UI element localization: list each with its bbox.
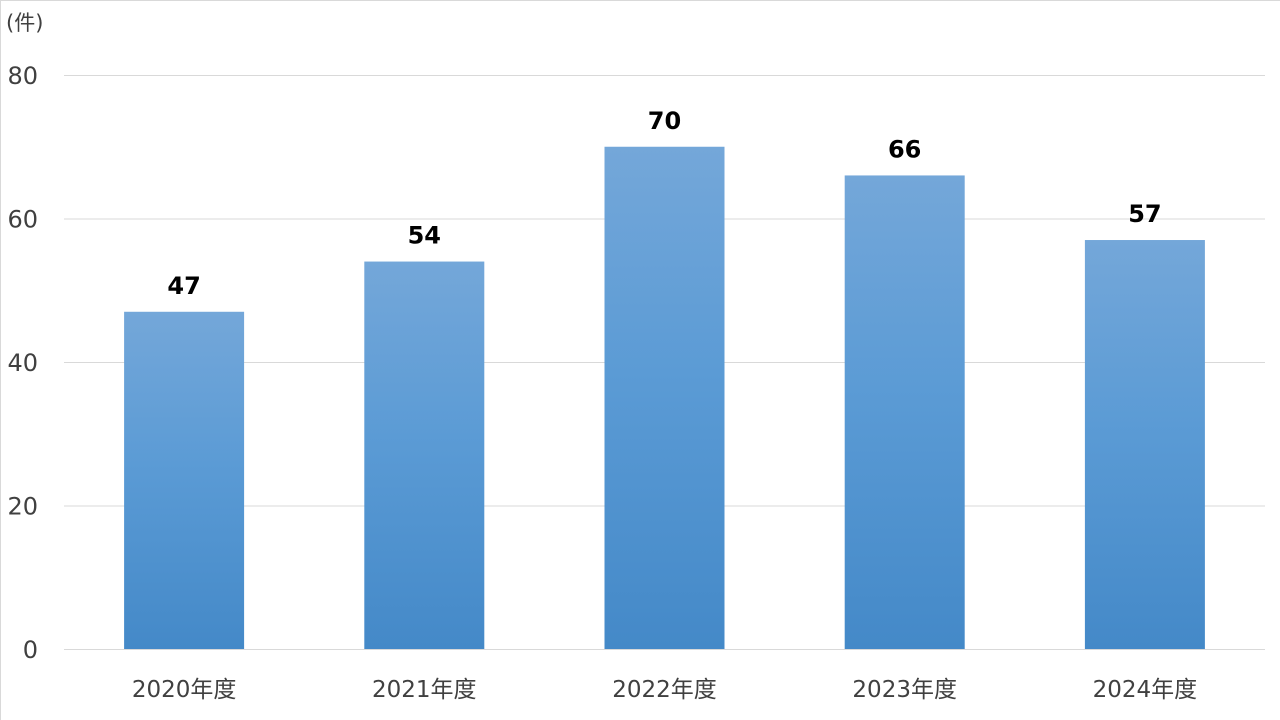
bar-2022年度 [604, 146, 725, 649]
bar-2023年度 [844, 175, 965, 649]
y-axis-ticks: 0 20 40 60 80 [7, 62, 38, 664]
y-tick-label-80: 80 [7, 62, 38, 90]
data-label-2021年度: 54 [408, 222, 441, 250]
data-label-2023年度: 66 [888, 135, 921, 163]
data-labels: 47 54 70 66 57 [167, 107, 1161, 300]
data-label-2024年度: 57 [1128, 200, 1161, 228]
x-tick-label-2020年度: 2020年度 [132, 677, 237, 703]
y-axis-unit-label: (件) [6, 11, 43, 35]
y-tick-label-0: 0 [23, 636, 38, 664]
y-tick-label-40: 40 [7, 349, 38, 377]
bar-2020年度 [124, 311, 245, 649]
bars [124, 146, 1205, 649]
y-tick-label-60: 60 [7, 206, 38, 234]
data-label-2022年度: 70 [648, 107, 681, 135]
x-tick-label-2022年度: 2022年度 [612, 677, 717, 703]
data-label-2020年度: 47 [167, 272, 200, 300]
bar-2024年度 [1084, 240, 1205, 649]
x-tick-label-2023年度: 2023年度 [852, 677, 957, 703]
x-tick-label-2021年度: 2021年度 [372, 677, 477, 703]
y-tick-label-20: 20 [7, 493, 38, 521]
x-axis-ticks: 2020年度 2021年度 2022年度 2023年度 2024年度 [132, 677, 1197, 703]
x-tick-label-2024年度: 2024年度 [1093, 677, 1198, 703]
bar-2021年度 [364, 261, 485, 649]
